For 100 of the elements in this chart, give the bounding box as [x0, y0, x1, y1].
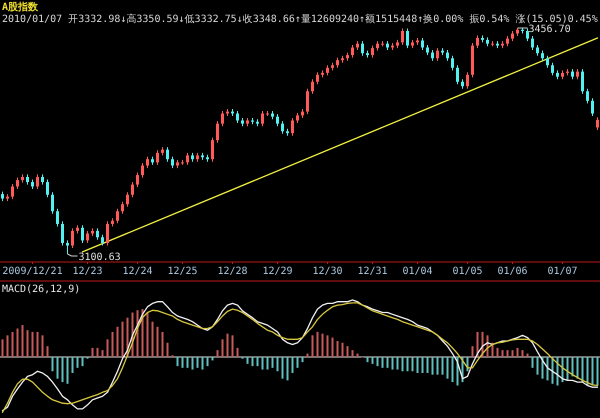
candlestick — [401, 28, 404, 46]
bar — [426, 357, 428, 373]
candlestick — [26, 174, 29, 186]
bar — [62, 357, 64, 382]
bar — [6, 335, 8, 357]
candlestick — [406, 28, 409, 49]
bar — [222, 339, 224, 357]
bar — [2, 339, 4, 357]
candlestick — [506, 36, 509, 47]
candlestick — [581, 68, 584, 94]
bar — [286, 357, 288, 380]
bar — [502, 350, 504, 357]
candlestick — [421, 37, 424, 51]
x-tick-label: 01/05 — [452, 266, 483, 277]
candlestick — [371, 45, 374, 58]
bar — [302, 357, 304, 362]
bar — [122, 322, 124, 357]
bar — [336, 341, 338, 357]
bar — [206, 357, 208, 366]
bar — [162, 332, 164, 357]
bar — [406, 357, 408, 372]
bar — [292, 357, 294, 373]
candlestick — [326, 64, 329, 76]
candlestick — [186, 152, 189, 166]
bar — [472, 346, 474, 357]
bar — [76, 357, 78, 368]
bar — [296, 357, 298, 368]
x-tick-label: 01/07 — [547, 266, 578, 277]
candlestick — [461, 78, 464, 90]
candlestick — [571, 68, 574, 80]
x-tick-label: 12/30 — [312, 266, 343, 277]
candlestick — [106, 220, 109, 246]
bar — [12, 332, 14, 357]
bar — [176, 357, 178, 366]
bar — [322, 334, 324, 357]
bar — [476, 332, 478, 357]
bar — [432, 357, 434, 375]
bar — [36, 332, 38, 357]
candlestick — [546, 55, 549, 68]
bar — [192, 357, 194, 370]
bar — [386, 357, 388, 368]
candlestick — [131, 182, 134, 198]
x-tick-label: 01/04 — [402, 266, 433, 277]
bar — [412, 357, 414, 372]
candlestick — [261, 110, 264, 127]
candlestick — [166, 146, 169, 162]
candlestick — [236, 110, 239, 124]
candlestick — [281, 120, 284, 134]
candlestick — [146, 156, 149, 169]
x-tick-label: 12/29 — [262, 266, 293, 277]
candlestick — [216, 120, 219, 144]
candlestick — [46, 179, 49, 198]
bar — [512, 350, 514, 357]
bar — [416, 357, 418, 373]
bar — [306, 354, 308, 357]
bar — [52, 357, 54, 372]
bar — [392, 357, 394, 370]
candlestick — [311, 78, 314, 94]
chart-title: A股指数 — [2, 1, 40, 13]
candlestick — [541, 50, 544, 62]
bar — [56, 357, 58, 379]
x-tick-label: 01/06 — [497, 266, 528, 277]
bar — [576, 357, 578, 379]
candlestick — [51, 192, 54, 214]
bar — [442, 357, 444, 375]
bar — [272, 357, 274, 368]
bar — [282, 357, 284, 379]
bar — [42, 335, 44, 357]
bar — [572, 357, 574, 376]
bar — [182, 357, 184, 368]
candlestick — [116, 208, 119, 224]
bar — [246, 357, 248, 364]
bar — [22, 325, 24, 357]
bar — [526, 354, 528, 357]
bar — [546, 357, 548, 380]
bar — [96, 348, 98, 357]
bar — [102, 350, 104, 357]
bar — [212, 357, 214, 360]
bar — [196, 357, 198, 368]
bar — [46, 346, 48, 357]
x-tick-label: 12/25 — [167, 266, 198, 277]
candlestick — [66, 240, 69, 254]
bar — [516, 348, 518, 357]
bar — [32, 332, 34, 357]
bar — [372, 357, 374, 364]
bar — [276, 357, 278, 372]
bar — [316, 332, 318, 357]
candlestick — [511, 30, 514, 42]
candlestick — [526, 28, 529, 42]
bar — [312, 335, 314, 357]
bar — [352, 350, 354, 357]
bar — [592, 357, 594, 386]
bar — [506, 350, 508, 357]
x-tick-label: 2009/12/21 — [2, 266, 63, 277]
bar — [202, 357, 204, 370]
bar — [166, 342, 168, 357]
annotation: 3456.70 — [528, 24, 571, 35]
candlestick — [156, 150, 159, 166]
bar — [376, 357, 378, 366]
bar — [236, 348, 238, 357]
